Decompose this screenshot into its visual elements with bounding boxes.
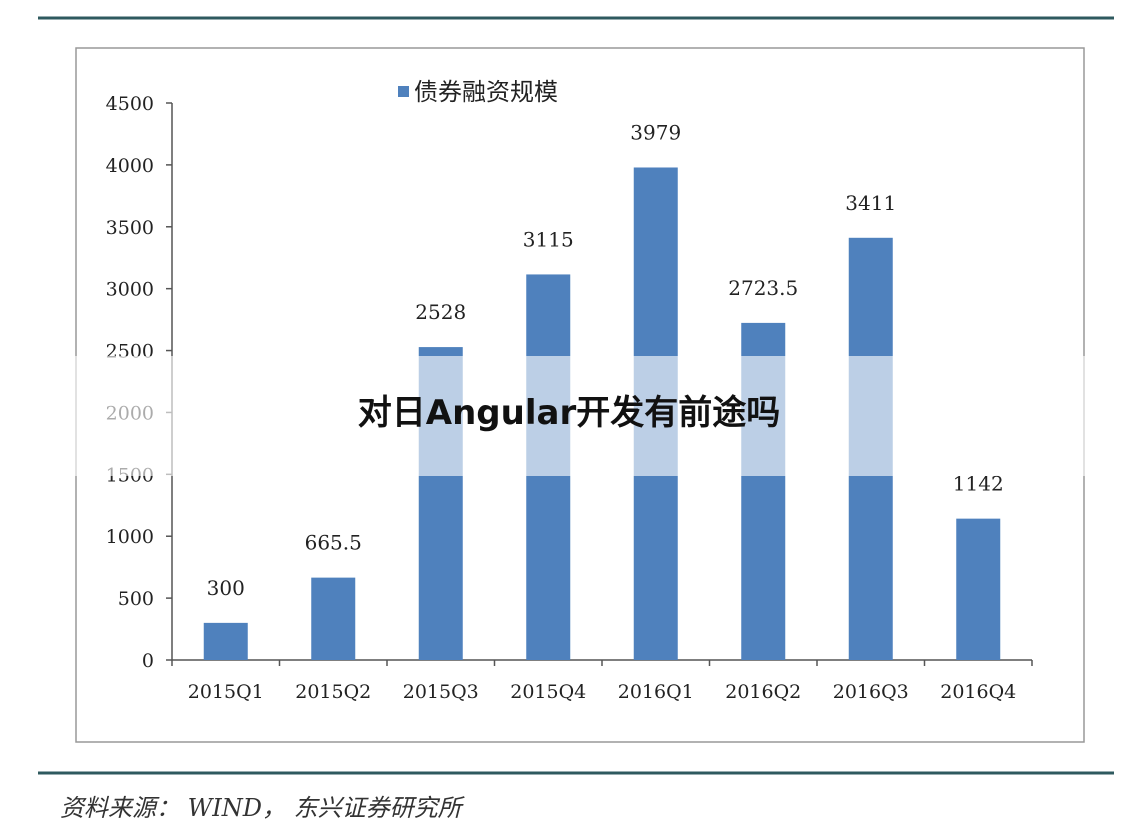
x-tick-label: 2015Q4 xyxy=(510,681,586,703)
y-tick-label: 500 xyxy=(118,588,154,610)
y-tick-label: 4500 xyxy=(106,93,154,115)
legend-swatch xyxy=(398,86,409,97)
overlay-band xyxy=(0,356,1138,476)
y-tick-label: 4000 xyxy=(106,155,154,177)
data-label: 665.5 xyxy=(305,531,362,555)
x-tick-label: 2015Q1 xyxy=(188,681,264,703)
bar xyxy=(956,518,1001,660)
x-tick-label: 2016Q1 xyxy=(618,681,694,703)
y-tick-label: 1000 xyxy=(106,526,154,548)
y-tick-label: 3000 xyxy=(106,279,154,301)
bar xyxy=(311,577,356,660)
legend-label: 债券融资规模 xyxy=(414,78,558,106)
data-label: 300 xyxy=(207,576,245,600)
data-label: 2723.5 xyxy=(728,276,798,300)
x-tick-label: 2015Q2 xyxy=(295,681,371,703)
x-tick-label: 2016Q2 xyxy=(725,681,801,703)
data-label: 2528 xyxy=(415,300,466,324)
data-label: 3115 xyxy=(523,227,574,251)
data-label: 3979 xyxy=(630,120,681,144)
data-label: 3411 xyxy=(845,191,896,215)
bar xyxy=(203,622,248,660)
y-tick-label: 0 xyxy=(142,650,154,672)
x-tick-label: 2016Q4 xyxy=(940,681,1016,703)
overlay-title: 对日Angular开发有前途吗 xyxy=(358,393,780,433)
x-tick-label: 2016Q3 xyxy=(833,681,909,703)
y-tick-label: 3500 xyxy=(106,217,154,239)
x-tick-label: 2015Q3 xyxy=(403,681,479,703)
source-note: 资料来源： WIND， 东兴证券研究所 xyxy=(60,794,466,822)
